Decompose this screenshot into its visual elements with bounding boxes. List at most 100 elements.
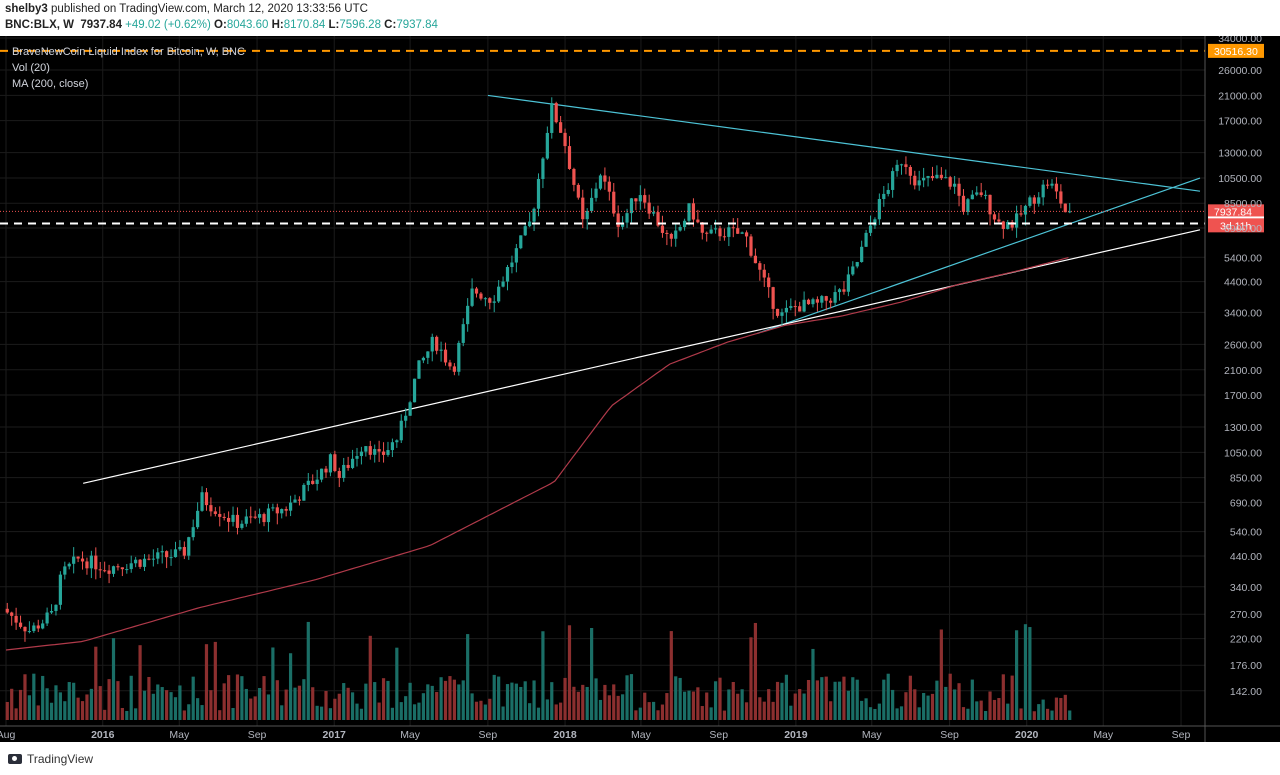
volume-bar	[377, 702, 381, 720]
candle-body	[448, 362, 452, 367]
volume-bar	[837, 681, 842, 720]
candle-body	[288, 502, 293, 511]
candle-body	[408, 402, 412, 416]
volume-bar	[696, 687, 700, 720]
candle-body	[727, 227, 731, 237]
volume-bar	[727, 689, 731, 720]
candle-body	[722, 236, 727, 238]
candle-body	[333, 454, 337, 472]
candle-body	[169, 557, 173, 559]
candle-body	[594, 188, 598, 198]
legend-ma[interactable]: MA (200, close)	[12, 78, 89, 90]
candle-body	[550, 103, 554, 133]
author-name[interactable]: shelby3	[5, 3, 48, 15]
candle-body	[820, 296, 824, 303]
volume-bar	[297, 685, 302, 720]
candle-body	[134, 559, 138, 564]
volume-bar	[815, 680, 819, 720]
volume-bar	[417, 702, 421, 720]
volume-bar	[41, 675, 45, 720]
volume-bar	[386, 680, 390, 720]
candle-body	[302, 484, 306, 501]
volume-bar	[306, 621, 310, 720]
volume-bar	[1006, 703, 1010, 720]
trendline-long-term-support	[83, 229, 1201, 484]
volume-bar	[948, 673, 952, 720]
x-tick-label: 2017	[323, 729, 347, 741]
candle-body	[72, 556, 76, 564]
volume-bar	[647, 702, 651, 720]
volume-bar	[713, 681, 718, 720]
volume-bar	[280, 705, 284, 720]
candle-body	[381, 451, 386, 455]
volume-bar	[142, 690, 147, 720]
candle-body	[895, 164, 899, 172]
candle-body	[103, 570, 107, 572]
x-tick-label: 2016	[91, 729, 115, 741]
candle-body	[833, 292, 837, 303]
candle-body	[368, 446, 372, 455]
x-tick-label: 2020	[1015, 729, 1039, 741]
tradingview-logo[interactable]: TradingView	[8, 752, 93, 766]
volume-bar	[474, 701, 479, 720]
candle-body	[390, 442, 395, 451]
volume-bar	[1037, 704, 1041, 720]
legend-volume[interactable]: Vol (20)	[12, 62, 50, 74]
candle-body	[18, 622, 23, 627]
volume-bar	[466, 634, 470, 720]
volume-bar	[129, 675, 133, 720]
candle-body	[970, 194, 974, 200]
volume-bar	[1059, 698, 1063, 720]
candle-body	[324, 468, 328, 473]
volume-bar	[315, 705, 319, 720]
volume-bar	[895, 708, 899, 720]
candle-body	[979, 192, 983, 196]
volume-bars	[5, 621, 1072, 720]
price-change: +49.02 (+0.62%)	[125, 19, 211, 31]
trendlines	[83, 94, 1201, 484]
volume-bar	[288, 653, 293, 720]
volume-bar	[563, 677, 567, 720]
volume-bar	[1045, 708, 1050, 720]
volume-bar	[851, 677, 855, 720]
legend-title[interactable]: BraveNewCoin Liquid Index for Bitcoin, W…	[12, 46, 245, 58]
candle-body	[567, 146, 572, 169]
candle-body	[1059, 191, 1063, 204]
candle-body	[182, 547, 186, 556]
candle-body	[656, 212, 660, 226]
volume-bar	[395, 647, 399, 720]
volume-bar	[151, 693, 155, 720]
volume-bar	[581, 684, 585, 720]
ma-200-line	[5, 257, 1069, 651]
candle-body	[262, 514, 266, 523]
candle-body	[443, 349, 448, 363]
volume-bar	[1050, 710, 1054, 720]
volume-bar	[824, 676, 828, 720]
candle-body	[709, 229, 713, 234]
candle-body	[851, 266, 855, 275]
candle-body	[156, 552, 160, 559]
candle-body	[373, 449, 377, 455]
candle-body	[860, 246, 864, 263]
candle-body	[377, 449, 381, 452]
volume-bar	[576, 691, 580, 720]
candle-body	[554, 103, 558, 123]
x-tick-label: Sep	[479, 729, 498, 741]
candle-body	[922, 177, 926, 181]
candle-body	[736, 228, 740, 234]
candle-body	[395, 440, 399, 443]
volume-bar	[275, 680, 279, 720]
y-tick-label: 1700.00	[1224, 390, 1262, 402]
candle-body	[41, 623, 45, 629]
y-tick-label: 3400.00	[1224, 307, 1262, 319]
candle-body	[111, 566, 116, 574]
candle-body	[297, 499, 302, 501]
time-axis: Aug 2016 May Sep 2017 May Sep 2018 May Sep 2019 May…	[0, 725, 1280, 741]
volume-bar	[342, 683, 346, 720]
volume-bar	[603, 684, 607, 720]
volume-bar	[846, 690, 850, 720]
candle-body	[275, 507, 279, 514]
candle-body	[939, 174, 943, 179]
